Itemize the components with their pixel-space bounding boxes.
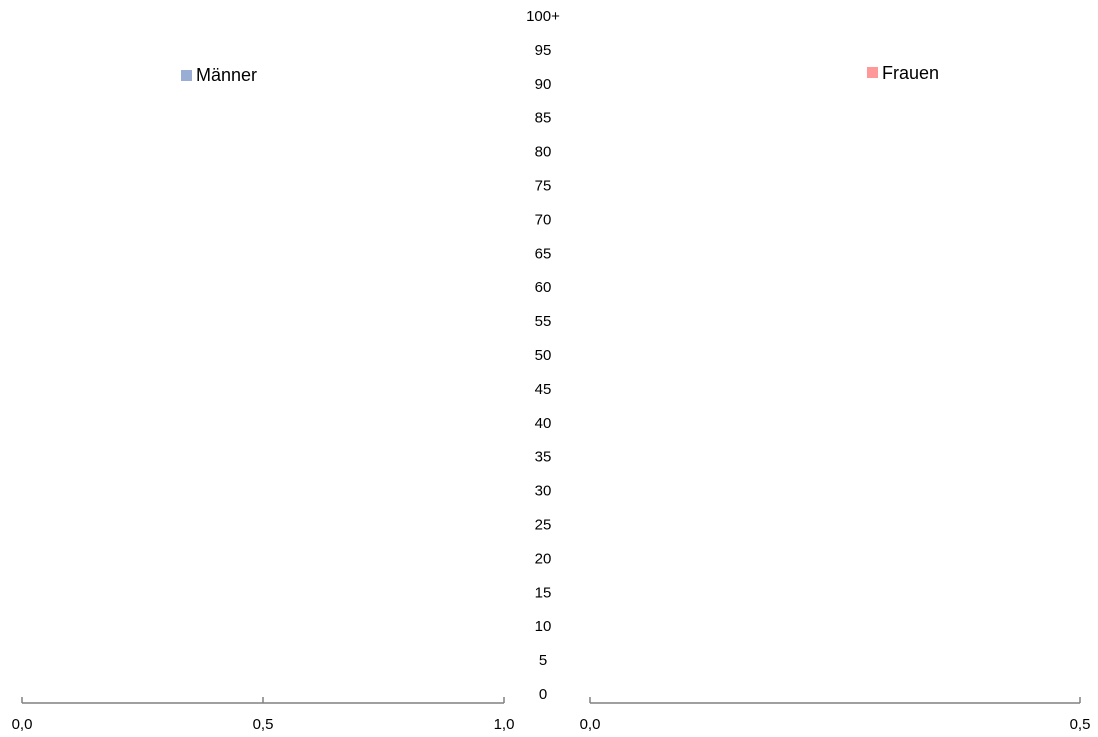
legend-label-maenner: Männer	[196, 65, 257, 85]
age-label: 20	[535, 550, 552, 567]
age-label: 80	[535, 144, 552, 161]
legend-label-frauen: Frauen	[882, 63, 939, 83]
age-label: 30	[535, 483, 552, 500]
age-label: 90	[535, 76, 552, 93]
age-label: 65	[535, 245, 552, 262]
legend-left: Männer	[181, 65, 257, 85]
legend-swatch-frauen	[867, 67, 878, 78]
age-label: 60	[535, 279, 552, 296]
age-label: 35	[535, 449, 552, 466]
age-label: 10	[535, 618, 552, 635]
age-label: 25	[535, 517, 552, 534]
x-tick-label: 0,5	[1070, 716, 1091, 733]
age-label: 45	[535, 381, 552, 398]
x-tick-label: 1,0	[494, 716, 515, 733]
age-label: 55	[535, 313, 552, 330]
left-x-axis: 0,0 0,5 1,0	[12, 697, 515, 733]
legend-swatch-maenner	[181, 70, 192, 81]
right-x-axis: 0,0 0,5	[580, 697, 1091, 733]
age-axis-labels: 100+959085807570656055504540353025201510…	[526, 8, 560, 703]
age-label: 95	[535, 42, 552, 59]
age-label: 5	[539, 652, 547, 669]
x-tick-label: 0,5	[253, 716, 274, 733]
age-label: 85	[535, 110, 552, 127]
x-tick-label: 0,0	[580, 716, 601, 733]
legend-right: Frauen	[867, 63, 939, 83]
age-label: 100+	[526, 8, 560, 25]
age-label: 0	[539, 686, 547, 703]
age-label: 15	[535, 584, 552, 601]
age-label: 70	[535, 211, 552, 228]
age-label: 50	[535, 347, 552, 364]
age-label: 75	[535, 178, 552, 195]
x-tick-label: 0,0	[12, 716, 33, 733]
age-label: 40	[535, 415, 552, 432]
